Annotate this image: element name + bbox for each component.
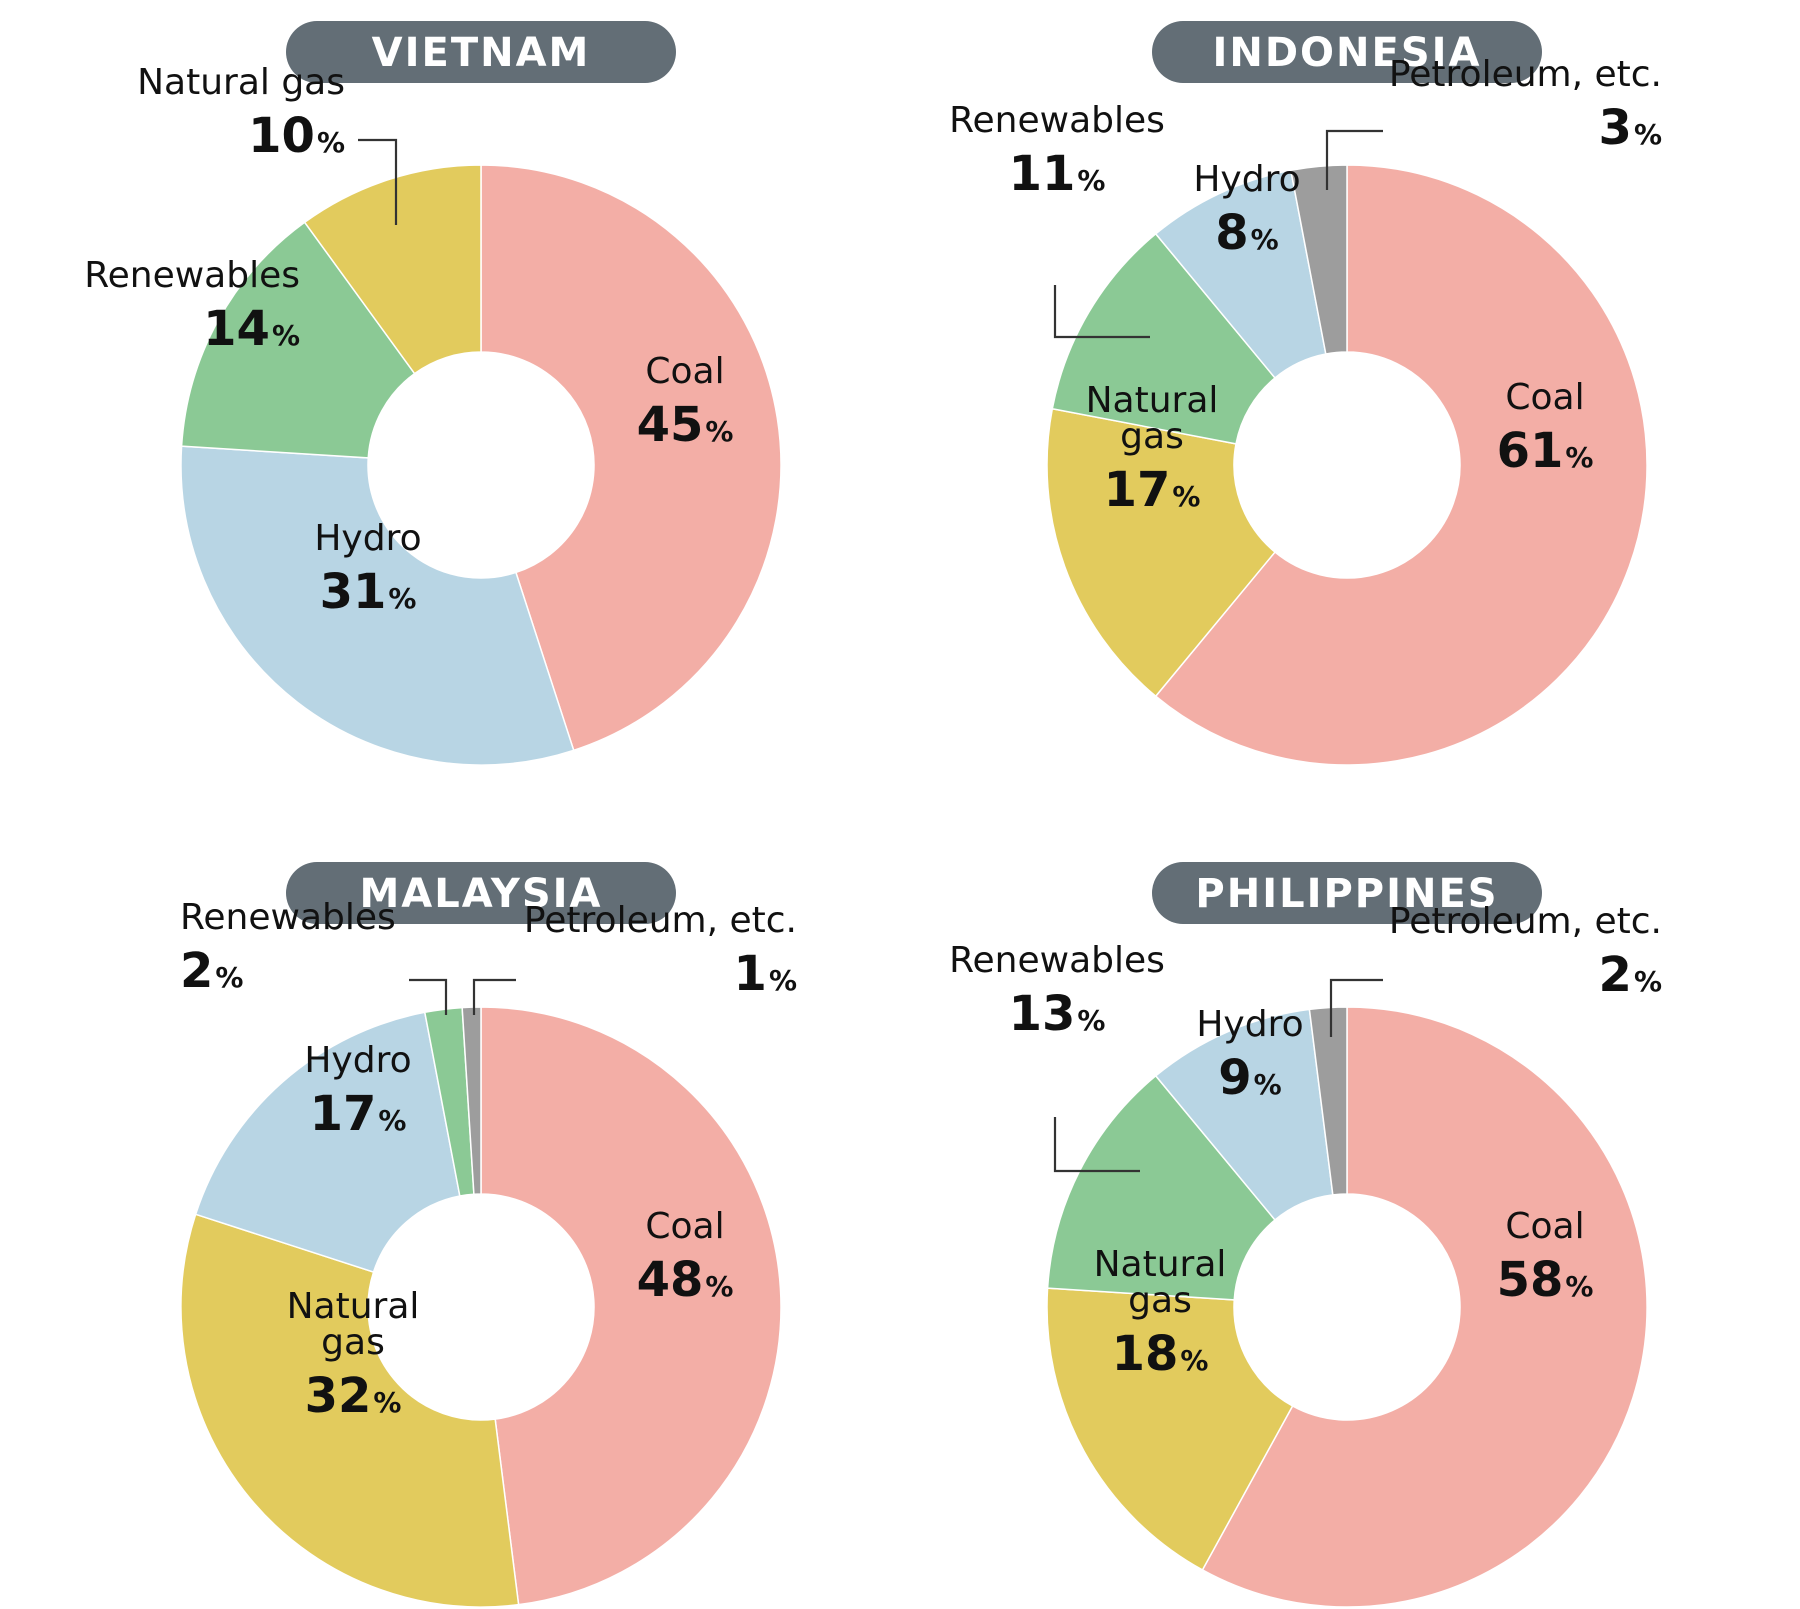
slice-label-philippines-natural-gas: gas xyxy=(1128,1280,1192,1321)
slice-philippines-renewables xyxy=(1046,1074,1277,1301)
slice-label-vietnam-coal: Coal xyxy=(645,351,724,392)
leader-line-vietnam-natural-gas xyxy=(358,138,398,225)
slice-vietnam-coal xyxy=(480,164,782,752)
slice-vietnam-hydro xyxy=(180,445,575,766)
slice-value-indonesia-natural-gas: 17% xyxy=(1104,462,1201,518)
slice-value-vietnam-renewables: 14% xyxy=(203,301,300,357)
slice-value-malaysia-hydro: 17% xyxy=(310,1086,407,1142)
slice-label-indonesia-renewables: Renewables xyxy=(949,100,1165,141)
slice-label-philippines-petroleum-etc: Petroleum, etc. xyxy=(1389,901,1662,942)
slice-indonesia-petroleum-etc xyxy=(1289,164,1348,355)
slice-value-malaysia-coal: 48% xyxy=(637,1252,734,1308)
slice-indonesia-natural-gas xyxy=(1046,407,1277,698)
slice-label-malaysia-natural-gas: Natural xyxy=(287,1286,420,1327)
slice-value-philippines-renewables: 13% xyxy=(1009,986,1106,1042)
slice-indonesia-coal xyxy=(1154,164,1648,766)
slice-value-vietnam-natural-gas: 10% xyxy=(248,108,345,164)
leader-line-malaysia-renewables xyxy=(409,978,448,1015)
slice-label-indonesia-natural-gas: Natural xyxy=(1086,380,1219,421)
title-pill-indonesia xyxy=(1152,21,1542,83)
slice-value-malaysia-renewables: 2% xyxy=(180,943,243,999)
slice-label-philippines-coal: Coal xyxy=(1505,1206,1584,1247)
slice-label-philippines-hydro: Hydro xyxy=(1196,1004,1303,1045)
slice-label-malaysia-hydro: Hydro xyxy=(304,1040,411,1081)
chart-title-vietnam: VIETNAM xyxy=(372,30,591,76)
slice-value-philippines-petroleum-etc: 2% xyxy=(1599,947,1662,1003)
slice-indonesia-renewables xyxy=(1051,232,1277,445)
slice-label-indonesia-hydro: Hydro xyxy=(1193,159,1300,200)
slice-philippines-coal xyxy=(1201,1006,1648,1608)
slice-philippines-petroleum-etc xyxy=(1308,1006,1348,1196)
title-pill-vietnam xyxy=(286,21,676,83)
slice-label-vietnam-renewables: Renewables xyxy=(84,255,300,296)
slice-value-indonesia-renewables: 11% xyxy=(1009,146,1106,202)
slice-malaysia-petroleum-etc xyxy=(461,1006,482,1196)
leader-line-indonesia-petroleum-etc xyxy=(1325,129,1383,190)
slice-value-vietnam-coal: 45% xyxy=(637,397,734,453)
slice-label-vietnam-hydro: Hydro xyxy=(314,518,421,559)
chart-title-philippines: PHILIPPINES xyxy=(1195,871,1498,917)
leader-line-philippines-renewables xyxy=(1053,1117,1140,1173)
slice-vietnam-renewables xyxy=(180,221,416,459)
slice-value-indonesia-petroleum-etc: 3% xyxy=(1599,100,1662,156)
slice-malaysia-coal xyxy=(480,1006,782,1606)
leader-line-malaysia-petroleum-etc xyxy=(472,978,516,1015)
slice-label-indonesia-petroleum-etc: Petroleum, etc. xyxy=(1389,54,1662,95)
chart-vietnam: VIETNAM Coal 45% Hydro 31% Renewables 14% Natur… xyxy=(84,21,782,766)
slice-label-malaysia-petroleum-etc: Petroleum, etc. xyxy=(524,900,797,941)
slice-label-philippines-renewables: Renewables xyxy=(949,940,1165,981)
slice-value-indonesia-coal: 61% xyxy=(1497,423,1594,479)
slice-value-vietnam-hydro: 31% xyxy=(320,564,417,620)
slice-label-malaysia-coal: Coal xyxy=(645,1206,724,1247)
slice-label-indonesia-natural-gas: gas xyxy=(1120,416,1184,457)
slice-value-malaysia-natural-gas: 32% xyxy=(305,1368,402,1424)
slice-value-philippines-hydro: 9% xyxy=(1218,1050,1281,1106)
slice-label-malaysia-renewables: Renewables xyxy=(180,897,396,938)
slice-value-indonesia-hydro: 8% xyxy=(1215,205,1278,261)
leader-line-philippines-petroleum-etc xyxy=(1329,978,1383,1037)
slice-value-malaysia-petroleum-etc: 1% xyxy=(734,946,797,1002)
chart-title-indonesia: INDONESIA xyxy=(1212,30,1481,76)
slice-label-philippines-natural-gas: Natural xyxy=(1094,1244,1227,1285)
title-pill-malaysia xyxy=(286,862,676,924)
slice-vietnam-natural-gas xyxy=(303,164,482,375)
title-pill-philippines xyxy=(1152,862,1542,924)
slice-label-vietnam-natural-gas: Natural gas xyxy=(137,62,345,103)
slice-value-philippines-natural-gas: 18% xyxy=(1112,1326,1209,1382)
slice-value-philippines-coal: 58% xyxy=(1497,1252,1594,1308)
leader-line-indonesia-renewables xyxy=(1053,285,1150,339)
slice-malaysia-natural-gas xyxy=(180,1213,520,1608)
chart-title-malaysia: MALAYSIA xyxy=(360,871,603,917)
slice-label-malaysia-natural-gas: gas xyxy=(321,1322,385,1363)
slice-label-indonesia-coal: Coal xyxy=(1505,377,1584,418)
slice-malaysia-hydro xyxy=(194,1011,461,1274)
slice-philippines-natural-gas xyxy=(1046,1287,1294,1571)
